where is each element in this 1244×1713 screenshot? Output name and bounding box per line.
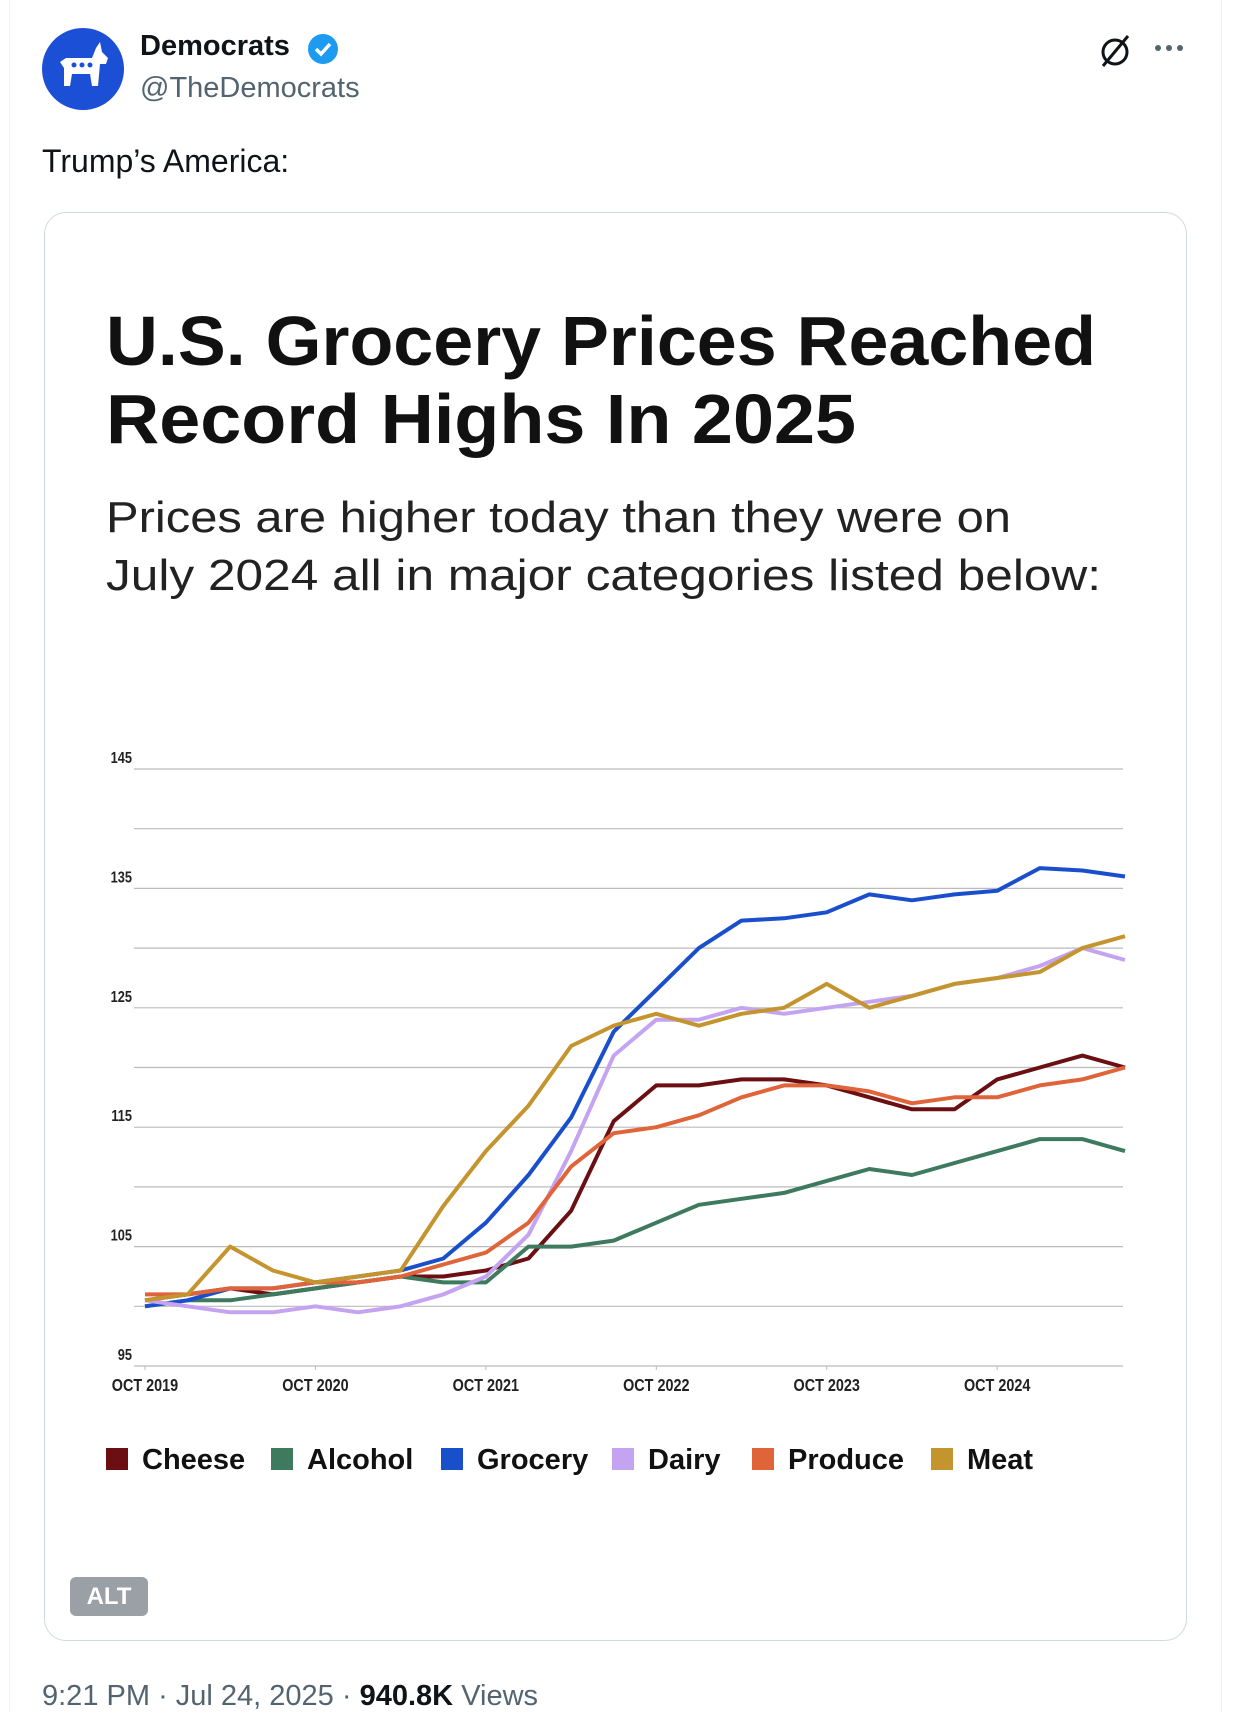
tweet-footer: 9:21 PM · Jul 24, 2025 · 940.8K Views bbox=[42, 1680, 538, 1713]
series-line bbox=[145, 1065, 1126, 1297]
y-tick-label: 125 bbox=[111, 989, 132, 1007]
y-tick-label: 105 bbox=[111, 1227, 132, 1245]
legend-swatch bbox=[441, 1448, 463, 1470]
x-tick-label: OCT 2019 bbox=[112, 1376, 178, 1396]
avatar[interactable] bbox=[42, 28, 124, 110]
border-right bbox=[1221, 0, 1222, 1712]
legend-label: Dairy bbox=[648, 1444, 721, 1476]
tweet-text: Trump’s America: bbox=[42, 143, 290, 179]
views-label: Views bbox=[461, 1680, 539, 1712]
legend-swatch bbox=[752, 1448, 774, 1470]
y-tick-label: 115 bbox=[111, 1108, 132, 1126]
time[interactable]: 9:21 PM bbox=[42, 1680, 150, 1712]
x-tick-label: OCT 2022 bbox=[623, 1376, 689, 1396]
legend-swatch bbox=[931, 1448, 953, 1470]
y-tick-label: 95 bbox=[118, 1347, 132, 1365]
series-line bbox=[144, 1137, 1126, 1309]
legend-swatch bbox=[612, 1448, 634, 1470]
author-name[interactable]: Democrats bbox=[140, 30, 290, 62]
verified-badge bbox=[308, 34, 338, 64]
series-line bbox=[144, 1053, 1126, 1303]
x-tick-label: OCT 2021 bbox=[453, 1376, 519, 1396]
border-left bbox=[9, 0, 10, 1712]
separator: · bbox=[341, 1680, 352, 1712]
view-count: 940.8K bbox=[359, 1680, 454, 1712]
media-card[interactable] bbox=[44, 212, 1187, 1641]
legend-label: Alcohol bbox=[307, 1444, 413, 1476]
y-tick-label: 135 bbox=[111, 869, 132, 887]
chart-title: Record Highs In 2025 bbox=[106, 380, 856, 458]
y-tick-label: 145 bbox=[111, 750, 132, 768]
chart-subtitle: July 2024 all in major categories listed… bbox=[106, 551, 1101, 600]
x-tick-label: OCT 2024 bbox=[964, 1376, 1030, 1396]
x-tick-label: OCT 2023 bbox=[794, 1376, 860, 1396]
legend-label: Produce bbox=[788, 1444, 904, 1476]
date[interactable]: Jul 24, 2025 bbox=[175, 1680, 334, 1712]
chart-subtitle: Prices are higher today than they were o… bbox=[106, 493, 1011, 542]
x-tick-label: OCT 2020 bbox=[282, 1376, 348, 1396]
author-handle[interactable]: @TheDemocrats bbox=[140, 72, 360, 104]
series-line bbox=[144, 934, 1126, 1303]
legend-label: Meat bbox=[967, 1444, 1033, 1476]
legend-label: Grocery bbox=[477, 1444, 588, 1476]
separator: · bbox=[158, 1680, 168, 1712]
legend-label: Cheese bbox=[142, 1444, 245, 1476]
chart-title: U.S. Grocery Prices Reached bbox=[106, 302, 1096, 380]
grok-icon[interactable] bbox=[1095, 30, 1135, 70]
legend-swatch bbox=[271, 1448, 293, 1470]
series-line bbox=[144, 866, 1126, 1309]
more-button[interactable] bbox=[1150, 38, 1190, 58]
alt-badge[interactable]: ALT bbox=[70, 1577, 148, 1616]
legend-swatch bbox=[106, 1448, 128, 1470]
